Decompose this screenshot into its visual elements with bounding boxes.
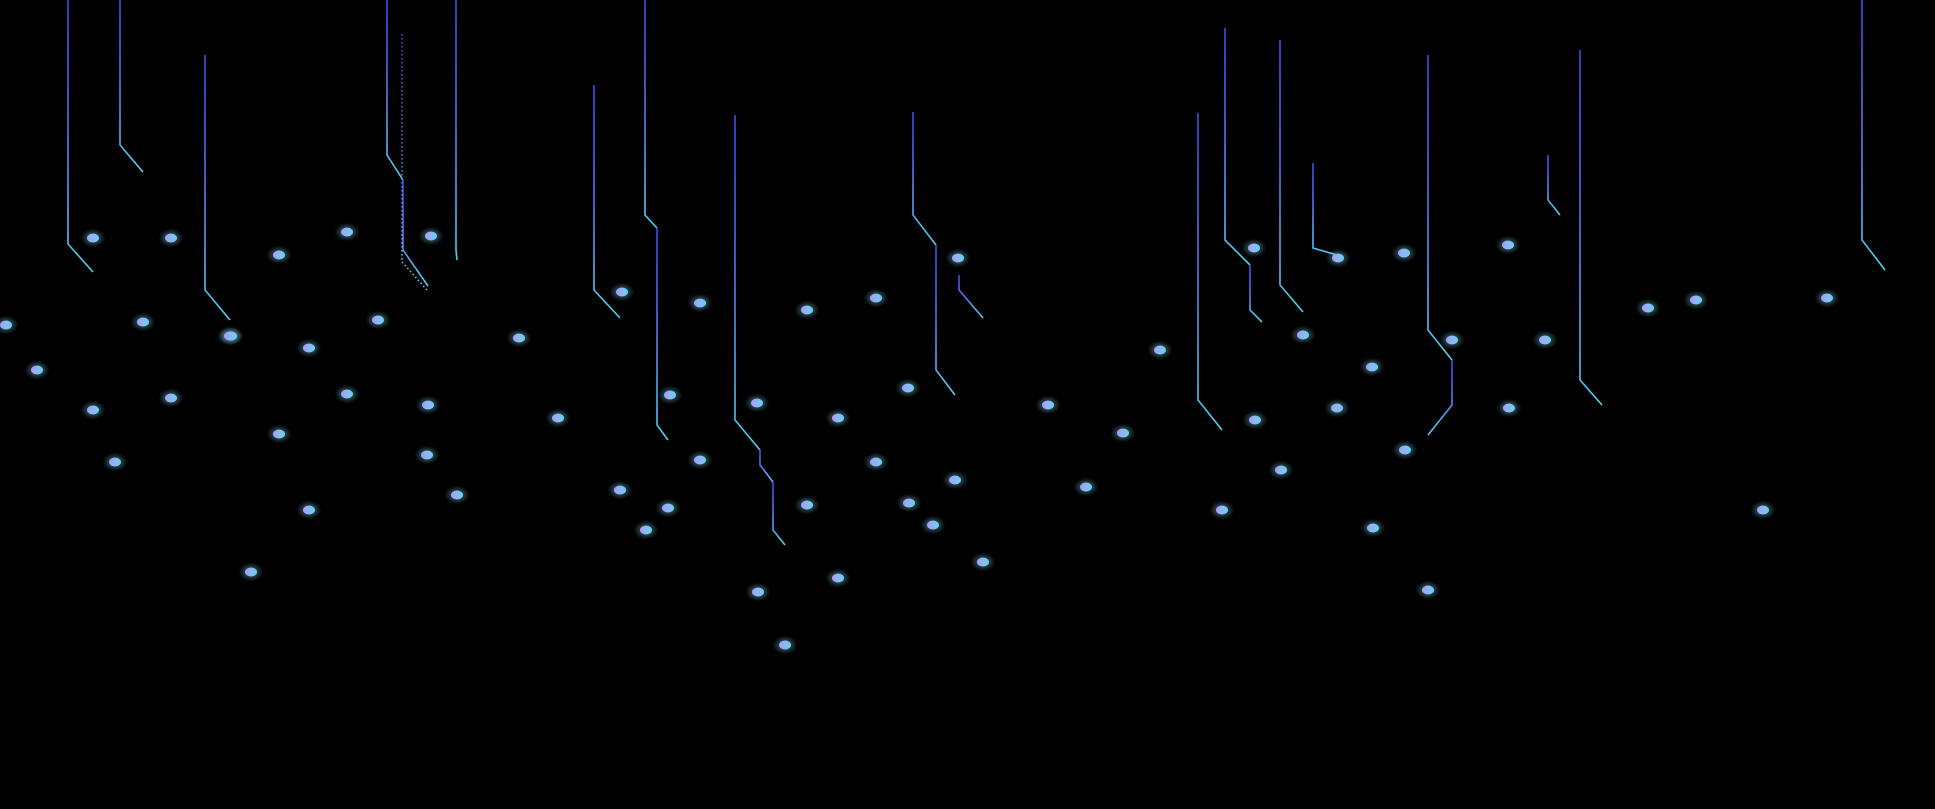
- trace-terminator-dot: [109, 457, 121, 467]
- trace-terminator-dot: [1757, 505, 1769, 515]
- trace-terminator-dot: [927, 520, 939, 530]
- trace-terminator-dot: [616, 287, 628, 297]
- trace-terminator-dot: [1690, 295, 1702, 305]
- trace-terminator-dot: [752, 587, 764, 597]
- trace-terminator-dot: [341, 227, 353, 237]
- trace-terminator-dot: [1331, 403, 1343, 413]
- circuit-trace: [593, 85, 621, 319]
- trace-terminator-dot: [694, 455, 706, 465]
- trace-terminator-dot: [513, 333, 525, 343]
- trace-terminator-dot: [1297, 330, 1309, 340]
- trace-layer: [5, 0, 1931, 645]
- trace-terminator-dot: [1042, 400, 1054, 410]
- circuit-trace: [759, 450, 774, 483]
- trace-terminator-dot: [451, 490, 463, 500]
- trace-terminator-dot: [165, 393, 177, 403]
- trace-terminator-dot: [870, 457, 882, 467]
- trace-terminator-dot: [422, 400, 434, 410]
- trace-terminator-dot: [87, 405, 99, 415]
- circuit-trace: [644, 0, 658, 229]
- circuit-trace: [455, 0, 458, 261]
- trace-terminator-dot: [801, 305, 813, 315]
- circuit-trace: [1547, 155, 1561, 216]
- trace-terminator-dot: [903, 498, 915, 508]
- circuit-trace: [1427, 360, 1453, 436]
- trace-terminator-dot: [1821, 293, 1833, 303]
- trace-terminator-dot: [640, 525, 652, 535]
- circuit-trace: [386, 0, 404, 181]
- circuit-trace: [1579, 50, 1603, 406]
- trace-terminator-dot: [165, 233, 177, 243]
- trace-terminator-dot: [303, 343, 315, 353]
- trace-terminator-dot: [1503, 403, 1515, 413]
- trace-terminator-dot: [1117, 428, 1129, 438]
- trace-terminator-dot: [1216, 505, 1228, 515]
- trace-terminator-dot: [1539, 335, 1551, 345]
- trace-terminator-dot: [1446, 335, 1458, 345]
- trace-terminator-dot: [1275, 465, 1287, 475]
- circuit-trace: [1249, 265, 1263, 323]
- trace-terminator-dot: [137, 317, 149, 327]
- circuit-trace: [67, 0, 94, 273]
- trace-terminator-dot: [664, 390, 676, 400]
- trace-terminator-dot: [1154, 345, 1166, 355]
- trace-terminator-dot: [952, 253, 964, 263]
- circuit-trace: [402, 180, 429, 287]
- trace-terminator-dot: [341, 389, 353, 399]
- trace-terminator-dot: [1366, 362, 1378, 372]
- trace-terminator-dot: [662, 503, 674, 513]
- trace-terminator-dot: [372, 315, 384, 325]
- trace-terminator-dot: [1249, 415, 1261, 425]
- trace-terminator-dot: [949, 475, 961, 485]
- circuit-trace: [656, 228, 669, 441]
- circuit-trace: [958, 275, 984, 319]
- trace-terminator-dot: [273, 250, 285, 260]
- trace-terminator-dot: [832, 413, 844, 423]
- trace-terminator-dot: [31, 365, 43, 375]
- trace-terminator-dot: [870, 293, 882, 303]
- trace-terminator-dot: [245, 567, 257, 577]
- trace-terminator-dot: [751, 398, 763, 408]
- trace-terminator-dot: [225, 331, 237, 341]
- trace-terminator-dot: [1398, 248, 1410, 258]
- trace-terminator-dot: [1422, 585, 1434, 595]
- trace-terminator-dot: [1399, 445, 1411, 455]
- trace-terminator-dot: [425, 231, 437, 241]
- trace-terminator-dot: [779, 640, 791, 650]
- trace-terminator-dot: [1502, 240, 1514, 250]
- circuit-trace: [935, 245, 956, 396]
- circuit-trace: [734, 115, 761, 451]
- trace-terminator-dot: [977, 557, 989, 567]
- circuit-trace: [401, 34, 428, 291]
- circuit-trace: [1427, 55, 1453, 361]
- trace-terminator-dot: [1332, 253, 1344, 263]
- circuit-trace: [912, 112, 937, 246]
- trace-terminator-dot: [87, 233, 99, 243]
- circuit-trace: [204, 55, 231, 321]
- trace-terminator-dot: [1080, 482, 1092, 492]
- trace-terminator-dot: [303, 505, 315, 515]
- circuit-trace: [1861, 0, 1886, 271]
- circuit-trace: [1197, 113, 1223, 431]
- trace-terminator-dot: [832, 573, 844, 583]
- trace-terminator-dot: [273, 429, 285, 439]
- trace-terminator-dot: [902, 383, 914, 393]
- circuit-trace: [119, 0, 144, 173]
- trace-terminator-dot: [1367, 523, 1379, 533]
- trace-terminator-dot: [421, 450, 433, 460]
- trace-terminator-dot: [614, 485, 626, 495]
- trace-terminator-dot: [801, 500, 813, 510]
- dot-layer: [0, 222, 1840, 655]
- trace-terminator-dot: [694, 298, 706, 308]
- trace-terminator-dot: [552, 413, 564, 423]
- trace-terminator-dot: [1248, 243, 1260, 253]
- circuit-trace: [1279, 40, 1304, 313]
- trace-terminator-dot: [1642, 303, 1654, 313]
- circuit-trace: [1312, 163, 1338, 256]
- trace-terminator-dot: [0, 320, 12, 330]
- circuit-trace: [1224, 28, 1251, 266]
- circuit-trace: [772, 482, 786, 546]
